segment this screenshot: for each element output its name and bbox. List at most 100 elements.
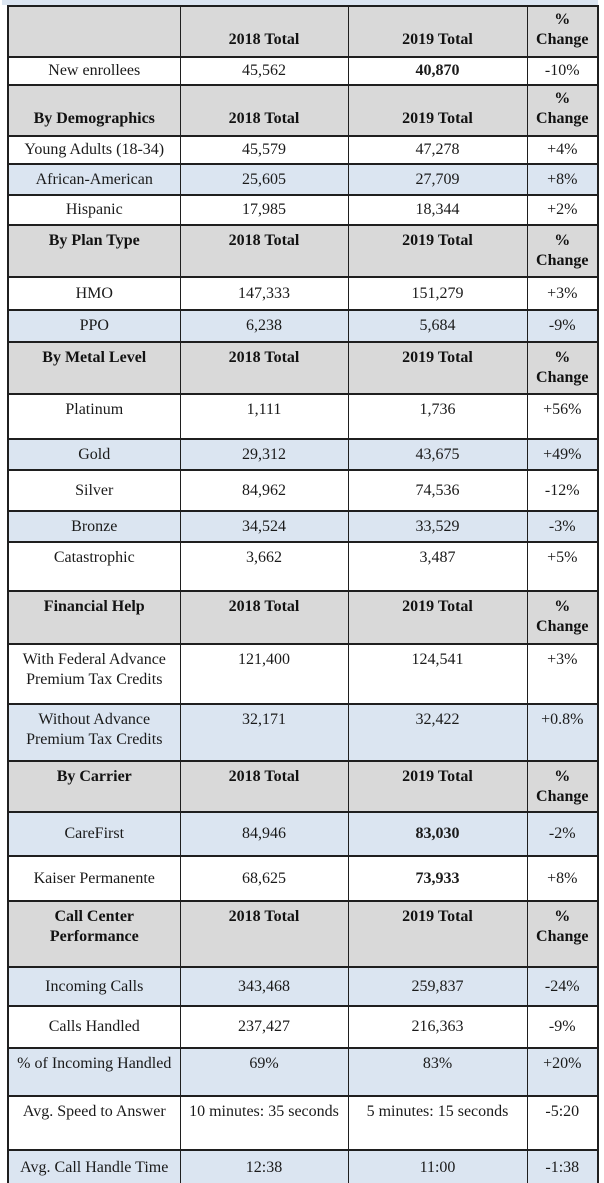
section-header-row: 2018 Total 2019 Total% Change bbox=[7, 5, 599, 58]
row-label: Catastrophic bbox=[7, 541, 181, 592]
pct-change-value: +4% bbox=[526, 135, 599, 165]
row-label: Kaiser Permanente bbox=[7, 855, 181, 902]
pct-change-value: +5% bbox=[526, 541, 599, 592]
value-2019: 151,279 bbox=[347, 276, 528, 311]
table-row: Bronze 34,524 33,529 -3% bbox=[7, 510, 599, 543]
pct-change-value: -12% bbox=[526, 469, 599, 512]
pct-change-value: -1:38 bbox=[526, 1149, 599, 1183]
pct-change-value: +2% bbox=[526, 194, 599, 226]
value-2019: 32,422 bbox=[347, 703, 528, 762]
value-2019: 5 minutes: 15 seconds bbox=[347, 1095, 528, 1151]
table-row: HMO 147,333 151,279 +3% bbox=[7, 276, 599, 311]
table-row: Hispanic 17,985 18,344 +2% bbox=[7, 194, 599, 226]
value-2019: 73,933 bbox=[347, 855, 528, 902]
pct-change-value: +49% bbox=[526, 438, 599, 471]
pct-change-value: -24% bbox=[526, 966, 599, 1007]
previous-row-remnant bbox=[2, 0, 598, 5]
value-2018: 10 minutes: 35 seconds bbox=[179, 1095, 349, 1151]
value-2018: 45,562 bbox=[179, 56, 349, 86]
row-label: Platinum bbox=[7, 393, 181, 440]
col-header-2019-total: 2019 Total bbox=[347, 590, 528, 645]
pct-change-value: +0.8% bbox=[526, 703, 599, 762]
value-2018: 84,962 bbox=[179, 469, 349, 512]
table-row: Incoming Calls 343,468 259,837 -24% bbox=[7, 966, 599, 1007]
table-row: Silver 84,962 74,536 -12% bbox=[7, 469, 599, 512]
value-2019: 1,736 bbox=[347, 393, 528, 440]
table-row: Platinum 1,111 1,736 +56% bbox=[7, 393, 599, 440]
table-row: Avg. Speed to Answer 10 minutes: 35 secon… bbox=[7, 1095, 599, 1151]
value-2018: 3,662 bbox=[179, 541, 349, 592]
value-2018: 69% bbox=[179, 1047, 349, 1097]
value-2018: 25,605 bbox=[179, 163, 349, 196]
table-row: Calls Handled 237,427 216,363 -9% bbox=[7, 1005, 599, 1049]
table-row: CareFirst 84,946 83,030 -2% bbox=[7, 811, 599, 857]
section-title: By Metal Level bbox=[7, 341, 181, 395]
section-title: Call Center Performance bbox=[7, 900, 181, 968]
section-header-row: By Metal Level 2018 Total 2019 Total% Chan… bbox=[7, 341, 599, 395]
row-label: African-American bbox=[7, 163, 181, 196]
table-row: Avg. Call Handle Time 12:38 11:00 -1:38 bbox=[7, 1149, 599, 1183]
row-label: Gold bbox=[7, 438, 181, 471]
col-header-pct-change: % Change bbox=[526, 590, 599, 645]
value-2019: 74,536 bbox=[347, 469, 528, 512]
row-label: Avg. Speed to Answer bbox=[7, 1095, 181, 1151]
table-row: Gold 29,312 43,675 +49% bbox=[7, 438, 599, 471]
col-header-2019-total: 2019 Total bbox=[347, 5, 528, 58]
pct-change-value: +3% bbox=[526, 643, 599, 705]
col-header-2019-total: 2019 Total bbox=[347, 341, 528, 395]
section-header-row: Call Center Performance 2018 Total 2019 To… bbox=[7, 900, 599, 968]
col-header-2018-total: 2018 Total bbox=[179, 900, 349, 968]
table-row: New enrollees 45,562 40,870 -10% bbox=[7, 56, 599, 86]
section-title: By Demographics bbox=[7, 84, 181, 137]
value-2018: 12:38 bbox=[179, 1149, 349, 1183]
table-row: Kaiser Permanente 68,625 73,933 +8% bbox=[7, 855, 599, 902]
value-2018: 17,985 bbox=[179, 194, 349, 226]
value-2019: 83% bbox=[347, 1047, 528, 1097]
col-header-2018-total: 2018 Total bbox=[179, 760, 349, 813]
value-2019: 47,278 bbox=[347, 135, 528, 165]
table-row: Catastrophic 3,662 3,487 +5% bbox=[7, 541, 599, 592]
value-2018: 121,400 bbox=[179, 643, 349, 705]
value-2019: 18,344 bbox=[347, 194, 528, 226]
section-header-row: By Demographics 2018 Total 2019 Total% Cha… bbox=[7, 84, 599, 137]
pct-change-value: -5:20 bbox=[526, 1095, 599, 1151]
table-row: PPO 6,238 5,684 -9% bbox=[7, 309, 599, 343]
row-label: Bronze bbox=[7, 510, 181, 543]
value-2019: 83,030 bbox=[347, 811, 528, 857]
pct-change-value: +8% bbox=[526, 163, 599, 196]
value-2018: 68,625 bbox=[179, 855, 349, 902]
pct-change-value: -3% bbox=[526, 510, 599, 543]
col-header-pct-change: % Change bbox=[526, 84, 599, 137]
value-2019: 3,487 bbox=[347, 541, 528, 592]
enrollment-comparison-table: 2018 Total 2019 Total% Change New enrollee… bbox=[7, 5, 599, 1183]
row-label: PPO bbox=[7, 309, 181, 343]
pct-change-value: +8% bbox=[526, 855, 599, 902]
pct-change-value: +56% bbox=[526, 393, 599, 440]
col-header-pct-change: % Change bbox=[526, 341, 599, 395]
table-body: 2018 Total 2019 Total% Change New enrollee… bbox=[7, 5, 599, 1183]
section-header-row: By Plan Type 2018 Total 2019 Total% Change bbox=[7, 224, 599, 278]
col-header-pct-change: % Change bbox=[526, 5, 599, 58]
pct-change-value: -9% bbox=[526, 309, 599, 343]
section-title: Financial Help bbox=[7, 590, 181, 645]
value-2019: 11:00 bbox=[347, 1149, 528, 1183]
row-label: Young Adults (18-34) bbox=[7, 135, 181, 165]
col-header-pct-change: % Change bbox=[526, 760, 599, 813]
value-2019: 27,709 bbox=[347, 163, 528, 196]
col-header-2018-total: 2018 Total bbox=[179, 5, 349, 58]
pct-change-value: -10% bbox=[526, 56, 599, 86]
section-title bbox=[7, 5, 181, 58]
row-label: Calls Handled bbox=[7, 1005, 181, 1049]
section-title: By Plan Type bbox=[7, 224, 181, 278]
pct-change-value: +20% bbox=[526, 1047, 599, 1097]
pct-change-value: +3% bbox=[526, 276, 599, 311]
row-label: New enrollees bbox=[7, 56, 181, 86]
row-label: Avg. Call Handle Time bbox=[7, 1149, 181, 1183]
table-row: Young Adults (18-34) 45,579 47,278 +4% bbox=[7, 135, 599, 165]
value-2018: 343,468 bbox=[179, 966, 349, 1007]
row-label: CareFirst bbox=[7, 811, 181, 857]
row-label: HMO bbox=[7, 276, 181, 311]
row-label: With Federal Advance Premium Tax Credits bbox=[7, 643, 181, 705]
row-label: Without Advance Premium Tax Credits bbox=[7, 703, 181, 762]
